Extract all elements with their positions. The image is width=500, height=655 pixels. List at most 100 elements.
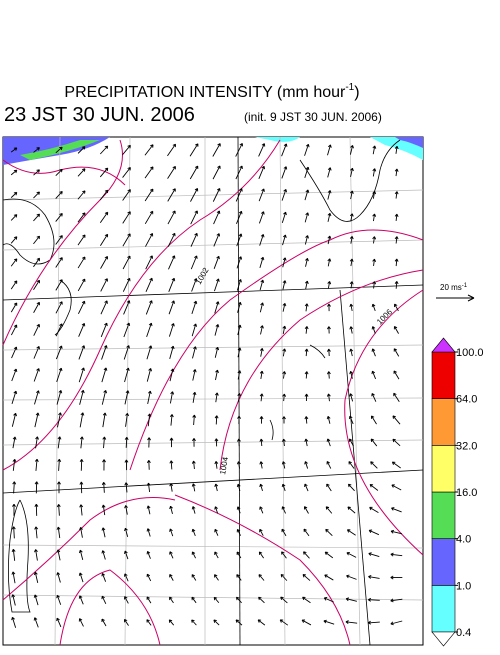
wind-arrow bbox=[391, 507, 402, 513]
wind-arrow bbox=[33, 594, 39, 606]
wind-arrow bbox=[55, 345, 63, 360]
wind-arrow bbox=[99, 167, 109, 178]
wind-arrow bbox=[304, 326, 309, 334]
map: 1002 1004 1006 bbox=[2, 136, 424, 646]
wind-arrow bbox=[214, 551, 219, 559]
wind-arrow bbox=[349, 213, 354, 222]
wind-arrow bbox=[189, 143, 199, 157]
wind-arrow bbox=[167, 165, 176, 179]
wind-arrow bbox=[323, 597, 334, 603]
wind-arrow bbox=[146, 619, 152, 626]
wind-arrow bbox=[78, 595, 84, 605]
wind-arrow bbox=[122, 255, 131, 270]
scale-label-sup: -1 bbox=[462, 283, 468, 289]
wind-arrow bbox=[327, 258, 332, 267]
wind-arrow bbox=[282, 393, 287, 402]
wind-arrow bbox=[190, 255, 198, 270]
wind-arrow bbox=[102, 412, 107, 428]
wind-arrow bbox=[146, 482, 151, 493]
wind-arrow bbox=[10, 280, 18, 290]
wind-arrow bbox=[304, 393, 309, 402]
wind-arrow bbox=[212, 187, 221, 202]
wind-arrow bbox=[102, 436, 107, 449]
wind-arrow bbox=[371, 303, 376, 312]
wind-arrow bbox=[390, 598, 403, 603]
wind-arrow bbox=[33, 147, 40, 153]
wind-arrow bbox=[280, 573, 288, 581]
wind-arrow bbox=[190, 232, 198, 247]
wind-arrow bbox=[368, 529, 380, 536]
colorbar-tick-label: 0.4 bbox=[456, 627, 471, 639]
wind-arrow bbox=[394, 258, 399, 267]
wind-arrow bbox=[191, 506, 196, 514]
wind-arrow bbox=[212, 165, 221, 180]
colorbar-band bbox=[431, 398, 456, 446]
wind-arrow bbox=[259, 416, 264, 424]
wind-arrow bbox=[349, 326, 354, 334]
wind-arrow bbox=[191, 619, 197, 626]
wind-arrow bbox=[372, 281, 377, 289]
scale-arrow: 20 ms-1 bbox=[436, 283, 475, 302]
scale-arrow-head bbox=[467, 294, 475, 302]
colorbar-under bbox=[431, 631, 456, 647]
wind-arrow bbox=[393, 392, 400, 403]
wind-arrow bbox=[101, 345, 108, 360]
wind-arrow bbox=[167, 143, 177, 157]
wind-arrow bbox=[123, 322, 131, 338]
wind-arrow bbox=[346, 529, 356, 536]
wind-arrow bbox=[237, 393, 242, 402]
isobar bbox=[2, 139, 424, 646]
wind-arrow bbox=[101, 572, 107, 582]
wind-arrow bbox=[124, 596, 129, 604]
wind-arrow bbox=[78, 572, 84, 583]
wind-arrow bbox=[55, 146, 63, 154]
wind-arrow bbox=[169, 483, 174, 492]
wind-arrow bbox=[11, 412, 17, 427]
wind-arrow bbox=[281, 528, 287, 537]
wind-arrow bbox=[56, 526, 61, 539]
wind-arrow bbox=[124, 573, 129, 582]
wind-arrow bbox=[371, 415, 377, 425]
wind-arrow bbox=[327, 281, 332, 289]
wind-arrow bbox=[146, 550, 151, 559]
wind-arrow bbox=[55, 168, 63, 177]
wind-arrow bbox=[236, 210, 243, 224]
wind-arrow bbox=[324, 551, 334, 559]
wind-arrow bbox=[303, 551, 310, 559]
wind-arrow bbox=[348, 415, 354, 425]
wind-arrow bbox=[349, 370, 354, 379]
wind-arrow bbox=[124, 436, 129, 448]
wind-arrow bbox=[258, 143, 266, 157]
wind-arrow bbox=[394, 213, 399, 222]
wind-arrow bbox=[147, 437, 152, 448]
wind-arrow bbox=[34, 526, 39, 539]
wind-arrow bbox=[78, 367, 85, 383]
wind-arrow bbox=[168, 255, 176, 270]
wind-arrow bbox=[191, 300, 198, 314]
wind-arrow bbox=[122, 144, 131, 155]
wind-arrow bbox=[350, 167, 354, 177]
wind-arrow bbox=[236, 279, 242, 291]
wind-arrow bbox=[12, 503, 16, 516]
wind-arrow bbox=[236, 528, 241, 536]
wind-arrow bbox=[304, 461, 309, 469]
wind-arrow bbox=[191, 460, 196, 470]
wind-arrow bbox=[214, 415, 219, 425]
wind-arrow bbox=[367, 597, 380, 602]
wind-arrow bbox=[370, 438, 378, 447]
scale-label-main: 20 ms bbox=[440, 283, 462, 292]
wind-arrow bbox=[77, 146, 86, 154]
scale-label: 20 ms-1 bbox=[440, 283, 468, 292]
wind-arrow bbox=[349, 393, 354, 402]
wind-arrow bbox=[10, 324, 18, 336]
wind-arrow bbox=[258, 188, 265, 202]
wind-arrow bbox=[279, 619, 289, 626]
wind-arrow bbox=[33, 257, 41, 268]
wind-arrow bbox=[100, 322, 108, 338]
wind-arrow bbox=[168, 300, 175, 315]
wind-arrow bbox=[146, 505, 151, 515]
wind-arrow bbox=[100, 278, 108, 292]
wind-arrow bbox=[259, 393, 264, 402]
wind-arrow bbox=[11, 368, 18, 382]
wind-arrow bbox=[325, 506, 333, 514]
